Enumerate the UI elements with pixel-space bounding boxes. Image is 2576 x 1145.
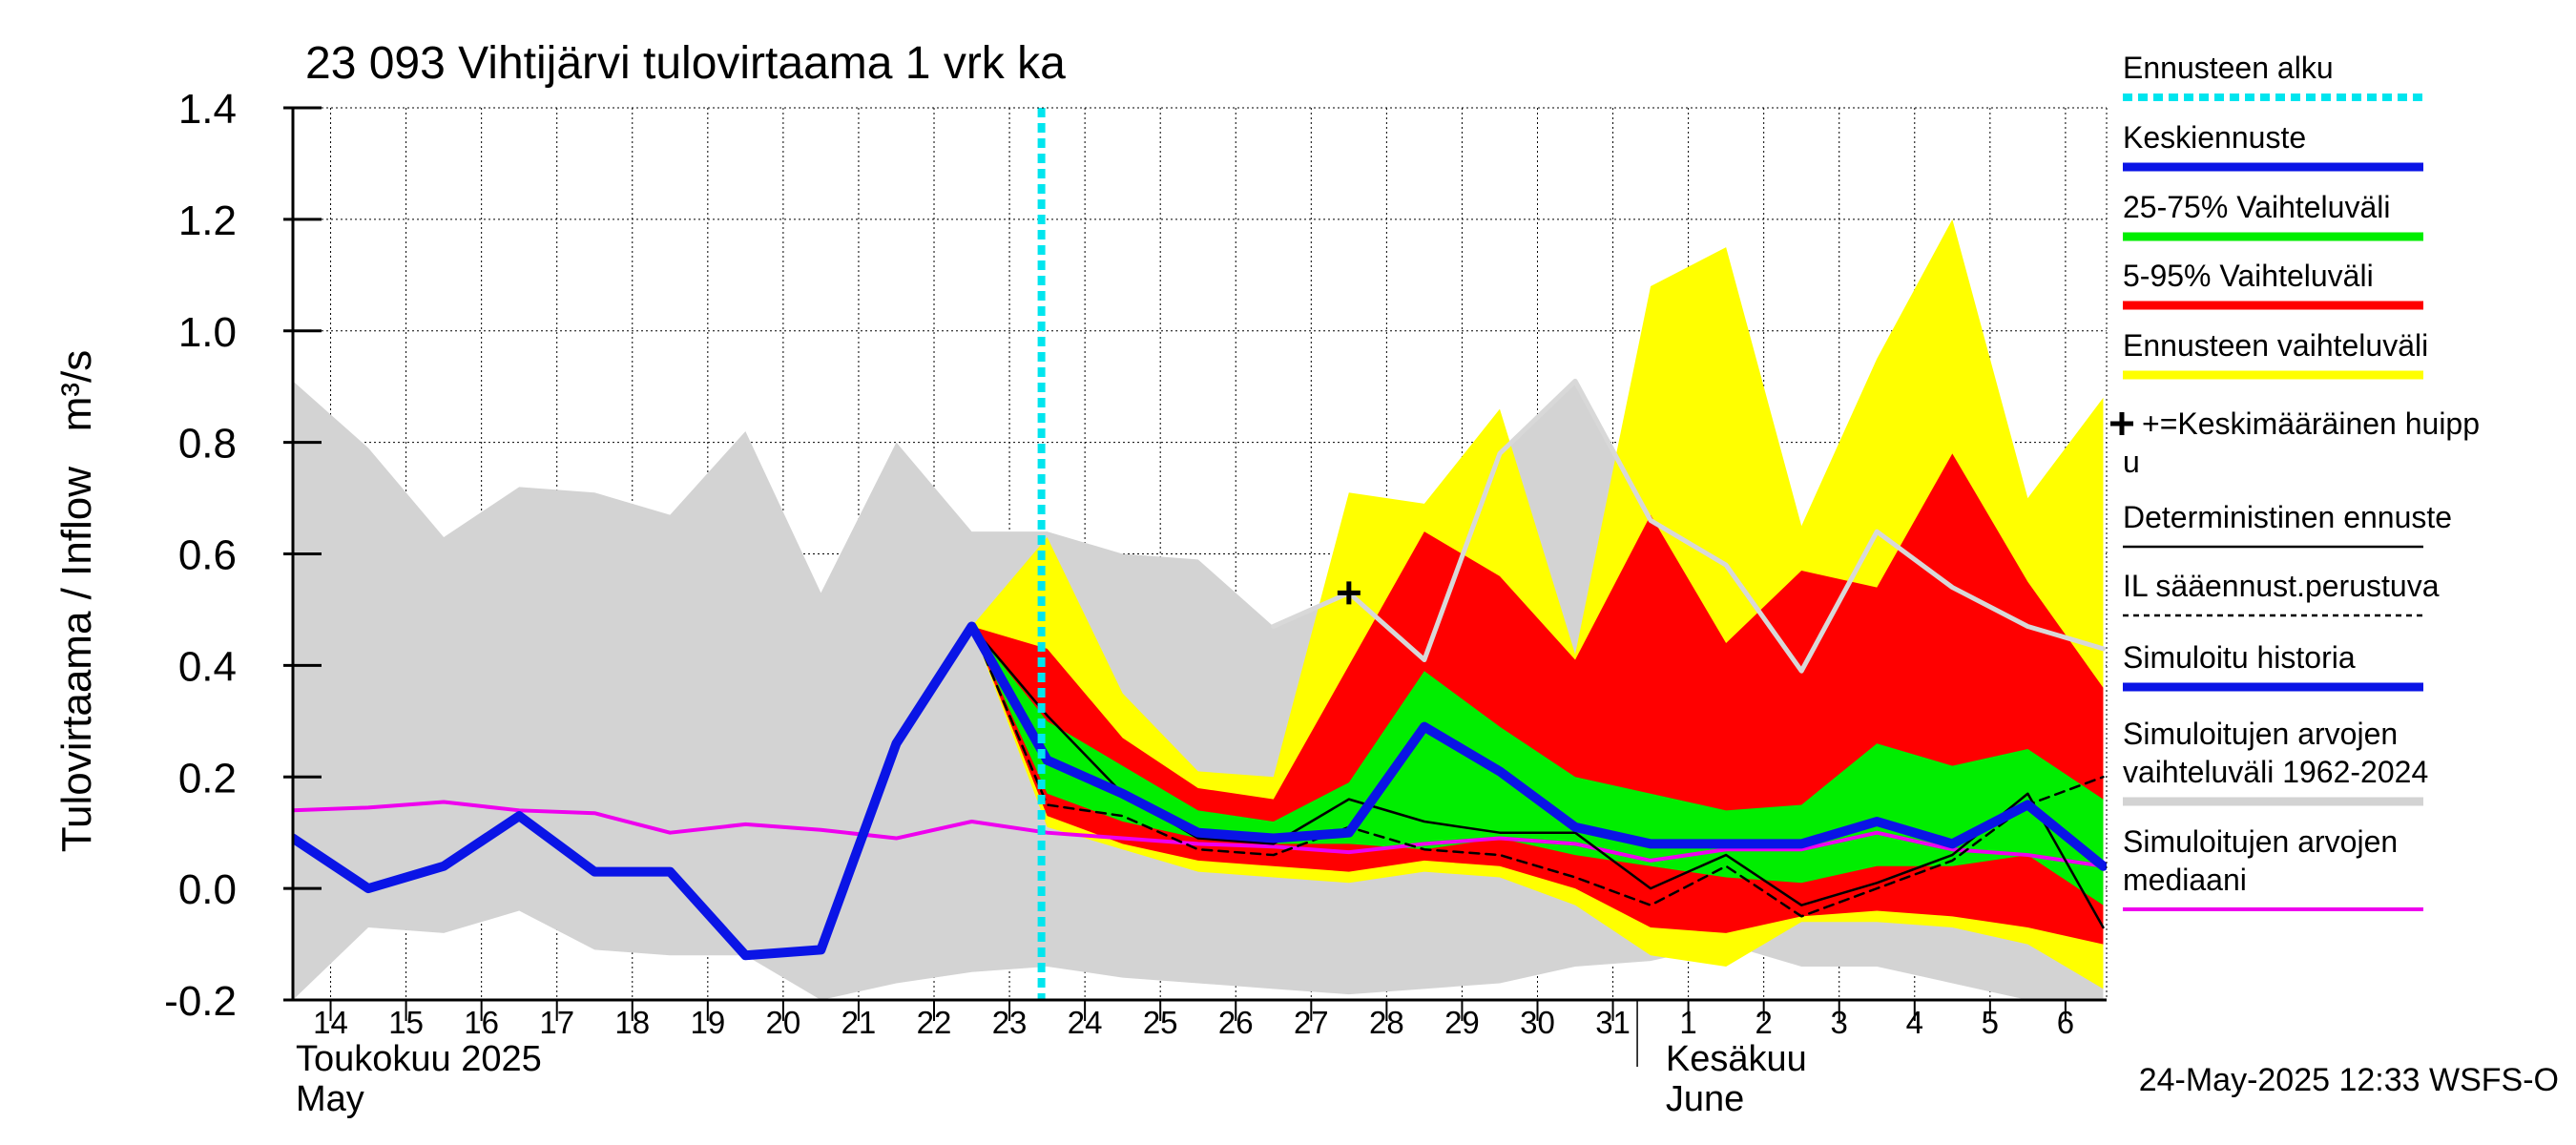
y-tick-label: 0.0 bbox=[178, 866, 237, 913]
x-tick-label: 2 bbox=[1755, 1005, 1772, 1040]
y-tick-label: 0.6 bbox=[178, 532, 237, 579]
x-tick-label: 3 bbox=[1831, 1005, 1848, 1040]
legend-label: Simuloitujen arvojen bbox=[2123, 824, 2398, 859]
y-tick-label: 1.0 bbox=[178, 309, 237, 356]
legend-label: 25-75% Vaihteluväli bbox=[2123, 190, 2390, 224]
legend-label: Ennusteen alku bbox=[2123, 51, 2334, 85]
y-tick-label: 1.2 bbox=[178, 198, 237, 244]
footer-timestamp: 24-May-2025 12:33 WSFS-O bbox=[2139, 1062, 2559, 1098]
legend-label: Simuloitujen arvojen bbox=[2123, 717, 2398, 751]
x-tick-label: 5 bbox=[1982, 1005, 1999, 1040]
legend-label-line2: u bbox=[2123, 445, 2140, 479]
y-tick-label: 1.4 bbox=[178, 86, 237, 133]
legend-label: +=Keskimääräinen huipp bbox=[2142, 406, 2480, 441]
x-tick-label: 4 bbox=[1906, 1005, 1923, 1040]
il-forecast-line bbox=[970, 625, 2105, 918]
x-tick-label: 1 bbox=[1679, 1005, 1696, 1040]
month-label-english: June bbox=[1666, 1079, 1744, 1119]
month-label: Kesäkuu bbox=[1666, 1039, 1807, 1079]
x-tick-label: 6 bbox=[2057, 1005, 2074, 1040]
legend-label: 5-95% Vaihteluväli bbox=[2123, 259, 2374, 293]
y-tick-label: 0.4 bbox=[178, 643, 237, 690]
month-label: Toukokuu 2025 bbox=[296, 1039, 542, 1079]
legend-label-line2: vaihteluväli 1962-2024 bbox=[2123, 755, 2428, 789]
legend-label: Keskiennuste bbox=[2123, 120, 2306, 155]
axes: -0.20.00.20.40.60.81.01.21.414 15 16 17 18 19… bbox=[164, 86, 2108, 1119]
y-axis-label: Tulovirtaama / Inflow m³/s bbox=[53, 350, 100, 853]
legend-swatch-plus bbox=[2110, 412, 2133, 435]
simulated-history-line bbox=[293, 621, 1052, 961]
legend: Ennusteen alku Keskiennuste 25-75% Vaihtel… bbox=[2110, 51, 2480, 911]
legend-label: Ennusteen vaihteluväli bbox=[2123, 328, 2428, 363]
chart-title: 23 093 Vihtijärvi tulovirtaama 1 vrk ka bbox=[305, 38, 1066, 89]
legend-label: Deterministinen ennuste bbox=[2123, 500, 2452, 534]
legend-label: IL sääennust.perustuva bbox=[2123, 569, 2440, 603]
historical-upper-line bbox=[1271, 378, 2106, 674]
legend-label: Simuloitu historia bbox=[2123, 640, 2356, 675]
y-tick-label: 0.8 bbox=[178, 421, 237, 468]
y-tick-label: 0.2 bbox=[178, 755, 237, 802]
mean-forecast-line bbox=[1042, 721, 2107, 871]
series-layer bbox=[293, 108, 2107, 1000]
mean-peak-marker bbox=[1337, 581, 1361, 605]
median-line bbox=[293, 800, 2106, 868]
month-label-english: May bbox=[296, 1079, 364, 1119]
plot-area bbox=[293, 108, 2107, 1000]
y-tick-label: -0.2 bbox=[164, 978, 237, 1025]
legend-label-line2: mediaani bbox=[2123, 863, 2247, 897]
